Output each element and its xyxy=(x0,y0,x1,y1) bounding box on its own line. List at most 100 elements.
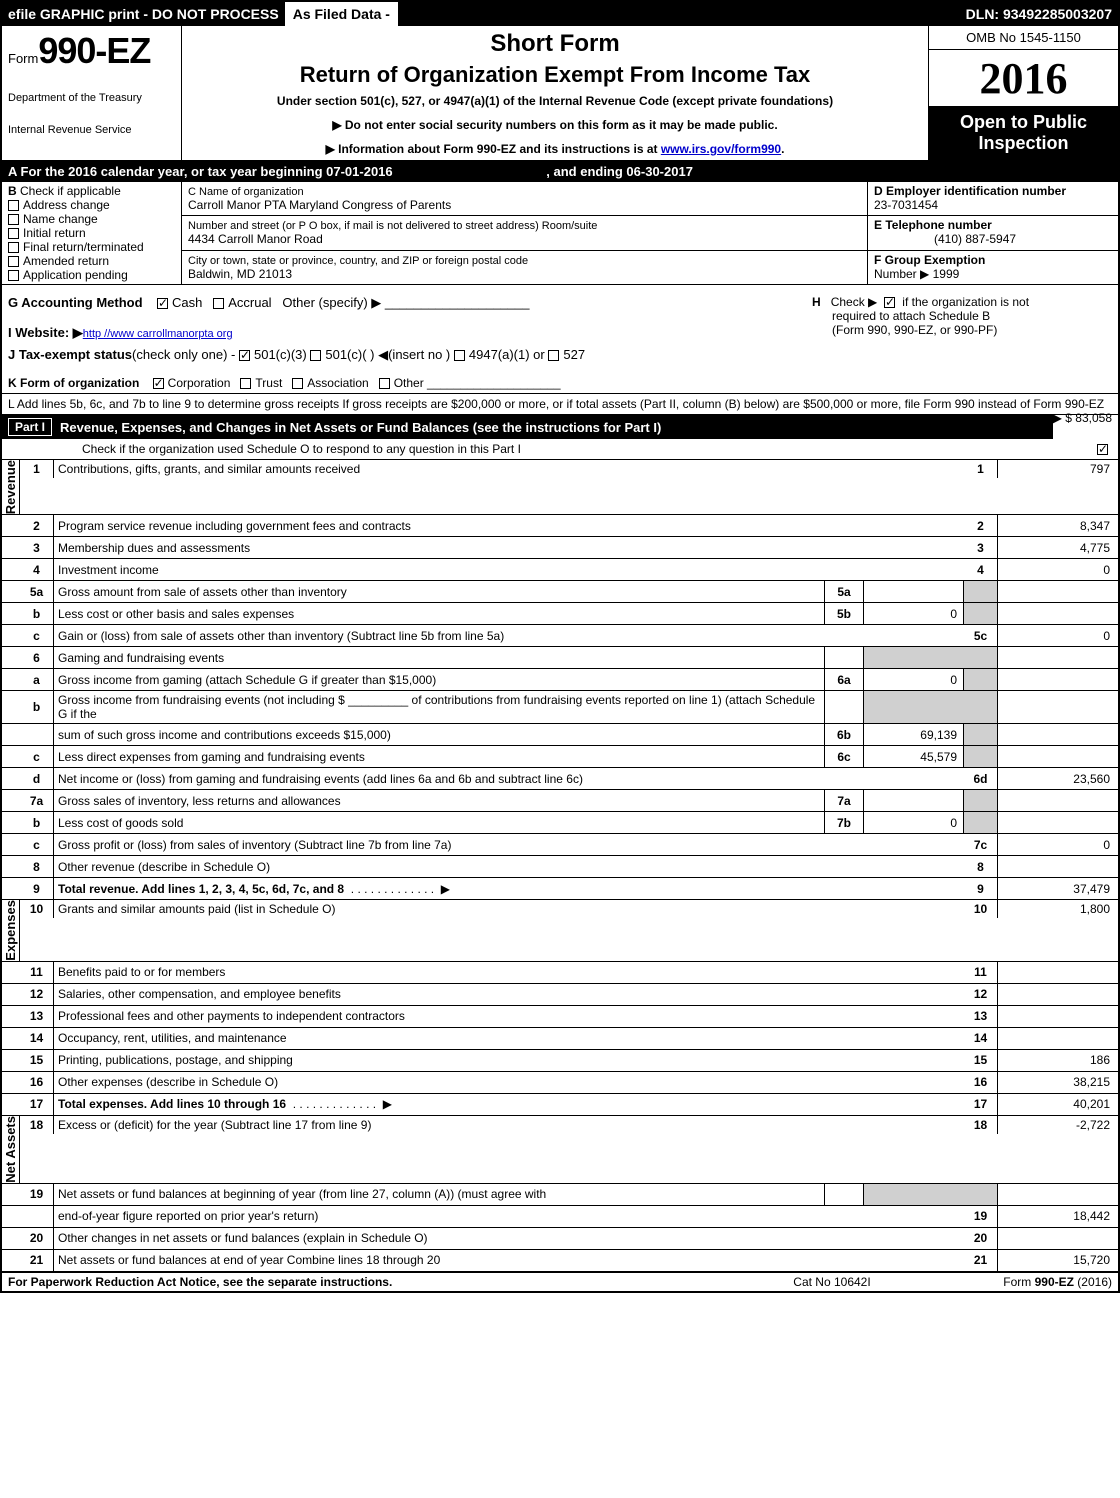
h-label: H xyxy=(812,295,821,309)
line-desc: Gross income from gaming (attach Schedul… xyxy=(54,671,824,689)
checkbox-final-return[interactable] xyxy=(8,242,19,253)
line-row: cGross profit or (loss) from sales of in… xyxy=(2,834,1118,856)
inner-val: 0 xyxy=(864,812,964,833)
line-desc: Program service revenue including govern… xyxy=(54,517,964,535)
inner-num: 6a xyxy=(824,669,864,690)
checkbox-other-org[interactable] xyxy=(379,378,390,389)
line-number: 16 xyxy=(20,1072,54,1093)
line-desc: Total expenses. Add lines 10 through 16 … xyxy=(54,1095,964,1113)
k-form-org: K Form of organization Corporation Trust… xyxy=(2,373,1118,394)
right-num xyxy=(964,691,998,723)
line-row: dNet income or (loss) from gaming and fu… xyxy=(2,768,1118,790)
line-row: 11Benefits paid to or for members11 xyxy=(2,962,1118,984)
line-row: sum of such gross income and contributio… xyxy=(2,724,1118,746)
4947-label: 4947(a)(1) or xyxy=(469,347,545,362)
checkbox-schedule-b[interactable] xyxy=(884,297,895,308)
irs: Internal Revenue Service xyxy=(8,124,175,136)
line-row: 7aGross sales of inventory, less returns… xyxy=(2,790,1118,812)
d-label: D Employer identification number xyxy=(874,184,1066,198)
line-row: 6Gaming and fundraising events xyxy=(2,647,1118,669)
line-row: 16Other expenses (describe in Schedule O… xyxy=(2,1072,1118,1094)
l-text: L Add lines 5b, 6c, and 7b to line 9 to … xyxy=(8,397,1104,411)
line-desc: Gross sales of inventory, less returns a… xyxy=(54,792,824,810)
right-val: 38,215 xyxy=(998,1075,1118,1089)
checkbox-trust[interactable] xyxy=(240,378,251,389)
line-desc: Gain or (loss) from sale of assets other… xyxy=(54,627,964,645)
checkbox-corporation[interactable] xyxy=(153,378,164,389)
website-url[interactable]: http //www carrollmanorpta org xyxy=(83,328,233,340)
checkbox-initial-return[interactable] xyxy=(8,228,19,239)
j-label: J Tax-exempt status xyxy=(8,347,132,362)
line-number: 18 xyxy=(20,1116,54,1134)
inner-num xyxy=(824,691,864,723)
side-revenue: Revenue xyxy=(2,460,20,514)
section-c-name: C Name of organization Carroll Manor PTA… xyxy=(182,182,868,216)
org-info-grid: B Check if applicable Address change Nam… xyxy=(2,182,1118,285)
open-line2: Inspection xyxy=(931,133,1116,154)
checkbox-527[interactable] xyxy=(548,350,559,361)
checkbox-application-pending[interactable] xyxy=(8,270,19,281)
right-num xyxy=(964,581,998,602)
h-text4: (Form 990, 990-EZ, or 990-PF) xyxy=(812,323,997,337)
part-i-header: Part I Revenue, Expenses, and Changes in… xyxy=(2,415,1053,439)
e-label: E Telephone number xyxy=(874,218,992,232)
checkbox-cash[interactable] xyxy=(157,298,168,309)
checkbox-501c[interactable] xyxy=(310,350,321,361)
checkbox-association[interactable] xyxy=(292,378,303,389)
line-row: bGross income from fundraising events (n… xyxy=(2,691,1118,724)
f-label: F Group Exemption xyxy=(874,253,985,267)
right-num: 12 xyxy=(964,984,998,1005)
irs-link[interactable]: www.irs.gov/form990 xyxy=(661,142,781,156)
inner-num: 7b xyxy=(824,812,864,833)
checkbox-accrual[interactable] xyxy=(213,298,224,309)
right-num: 7c xyxy=(964,834,998,855)
form-ref: Form 990-EZ (2016) xyxy=(932,1275,1112,1289)
line-number: 13 xyxy=(20,1006,54,1027)
line-number: 3 xyxy=(20,537,54,558)
line-row: Expenses10Grants and similar amounts pai… xyxy=(2,900,1118,962)
line-number: 20 xyxy=(20,1228,54,1249)
checkbox-name-change[interactable] xyxy=(8,214,19,225)
line-number: 12 xyxy=(20,984,54,1005)
line-row: end-of-year figure reported on prior yea… xyxy=(2,1206,1118,1228)
line-desc: Less cost of goods sold xyxy=(54,814,824,832)
part-i-check: Check if the organization used Schedule … xyxy=(2,439,1118,460)
checkbox-schedule-o[interactable] xyxy=(1097,444,1108,455)
inner-num: 5a xyxy=(824,581,864,602)
arrow-instruction-1: ▶ Do not enter social security numbers o… xyxy=(190,118,920,132)
right-val: 18,442 xyxy=(998,1209,1118,1223)
right-val: 40,201 xyxy=(998,1097,1118,1111)
501c3-label: 501(c)(3) xyxy=(254,347,307,362)
line-row: bLess cost or other basis and sales expe… xyxy=(2,603,1118,625)
line-desc: Occupancy, rent, utilities, and maintena… xyxy=(54,1029,964,1047)
l-amount: ▶ $ 83,058 xyxy=(1053,411,1112,425)
right-val: 15,720 xyxy=(998,1253,1118,1267)
cash-label: Cash xyxy=(172,295,202,310)
dept-treasury: Department of the Treasury xyxy=(8,92,175,104)
line-row: bLess cost of goods sold7b0 xyxy=(2,812,1118,834)
checkbox-amended[interactable] xyxy=(8,256,19,267)
right-num xyxy=(964,724,998,745)
right-num: 15 xyxy=(964,1050,998,1071)
line-number: 19 xyxy=(20,1184,54,1205)
line-number: 11 xyxy=(20,962,54,983)
right-num xyxy=(964,669,998,690)
line-desc: end-of-year figure reported on prior yea… xyxy=(54,1207,964,1225)
ein: 23-7031454 xyxy=(874,198,938,212)
k-label: K Form of organization xyxy=(8,376,139,390)
checkbox-4947[interactable] xyxy=(454,350,465,361)
right-val: 0 xyxy=(998,838,1118,852)
line-row: 8Other revenue (describe in Schedule O)8 xyxy=(2,856,1118,878)
checkbox-address-change[interactable] xyxy=(8,200,19,211)
right-num: 14 xyxy=(964,1028,998,1049)
right-num: 1 xyxy=(964,460,998,478)
street-label: Number and street (or P O box, if mail i… xyxy=(188,220,597,232)
line-desc: Gross profit or (loss) from sales of inv… xyxy=(54,836,964,854)
501c-label: 501(c)( ) xyxy=(325,347,374,362)
checkbox-501c3[interactable] xyxy=(239,350,250,361)
line-row: 20Other changes in net assets or fund ba… xyxy=(2,1228,1118,1250)
right-num xyxy=(964,647,998,668)
line-number: 5a xyxy=(20,581,54,602)
omb-number: OMB No 1545-1150 xyxy=(929,26,1118,50)
j-text: (check only one) - xyxy=(132,347,235,362)
